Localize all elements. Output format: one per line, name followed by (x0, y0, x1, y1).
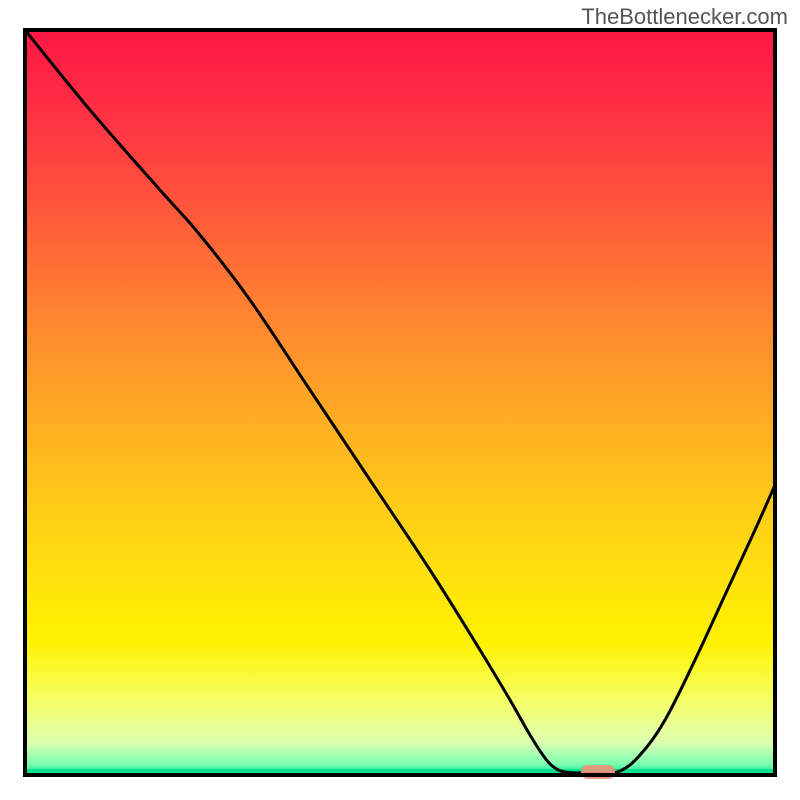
watermark-text: TheBottlenecker.com (581, 4, 788, 30)
plot-background (25, 30, 775, 775)
bottleneck-chart: TheBottlenecker.com (0, 0, 800, 800)
chart-svg (0, 0, 800, 800)
